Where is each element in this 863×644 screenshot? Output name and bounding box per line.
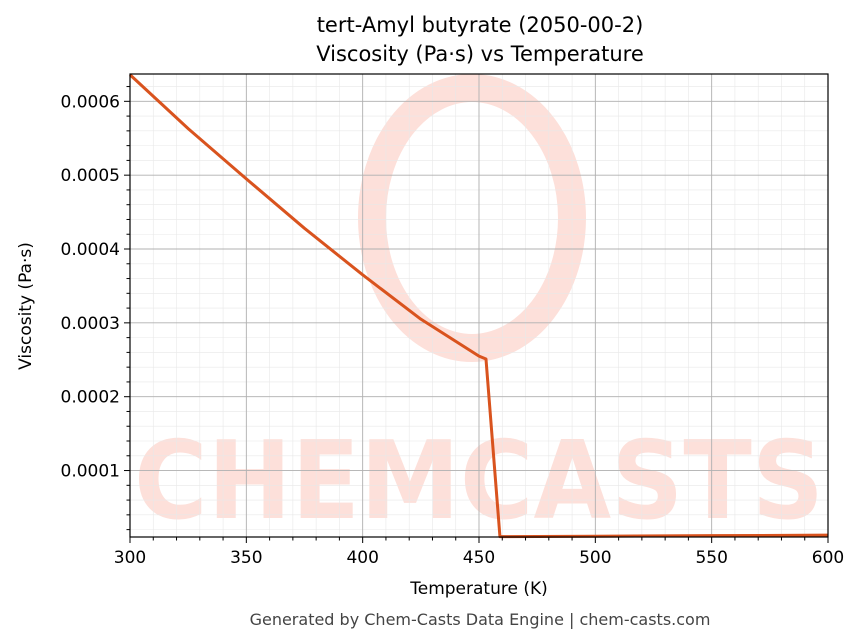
y-tick-label: 0.0006 — [61, 92, 120, 112]
x-tick-label: 550 — [695, 548, 727, 568]
chart-title: tert-Amyl butyrate (2050-00-2) — [317, 13, 644, 37]
series-line — [128, 73, 829, 539]
y-tick-label: 0.0001 — [61, 462, 120, 482]
series-layer — [128, 73, 829, 539]
y-tick-label: 0.0003 — [61, 314, 120, 334]
x-tick-label: 400 — [346, 548, 378, 568]
footer-credit: Generated by Chem-Casts Data Engine | ch… — [250, 610, 711, 629]
x-tick-label: 300 — [114, 548, 146, 568]
y-tick-label: 0.0005 — [61, 166, 120, 186]
y-axis: 0.0001 0.0002 0.0003 0.0004 0.0005 0.0006 — [61, 86, 130, 531]
x-tick-label: 600 — [812, 548, 844, 568]
y-tick-label: 0.0004 — [61, 240, 120, 260]
x-tick-label: 500 — [579, 548, 611, 568]
y-axis-label: Viscosity (Pa·s) — [16, 242, 36, 370]
x-axis-label: Temperature (K) — [409, 579, 548, 599]
y-tick-label: 0.0002 — [61, 388, 120, 408]
x-axis: 300 350 400 450 500 550 600 — [114, 537, 844, 568]
x-tick-label: 450 — [463, 548, 495, 568]
x-tick-label: 350 — [230, 548, 262, 568]
chart-subtitle: Viscosity (Pa·s) vs Temperature — [316, 42, 644, 66]
